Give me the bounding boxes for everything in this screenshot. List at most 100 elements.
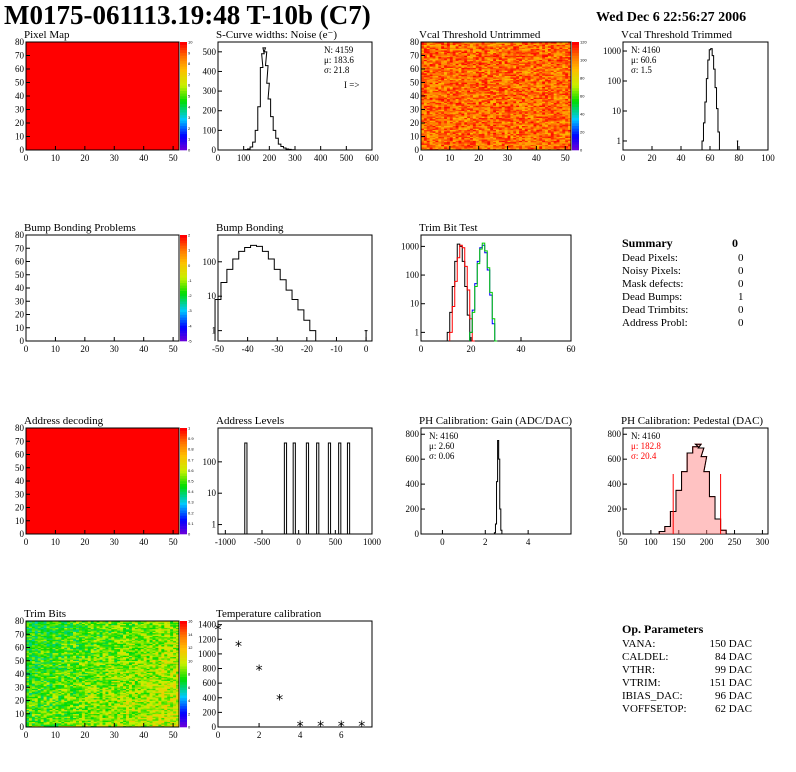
op-param-value: 62 DAC — [715, 703, 752, 715]
x-tick-label: 300 — [288, 153, 302, 163]
palette-tick-label: -2 — [188, 293, 192, 298]
palette-tick-label: 7 — [188, 72, 191, 77]
summary-value: 0 — [738, 317, 744, 329]
y-tick-label: 800 — [608, 429, 622, 439]
y-tick-label: 30 — [15, 105, 25, 115]
palette-bar: 0 0.1 0.2 0.3 0.4 0.5 0.6 0.7 0.8 0.9 1 — [180, 426, 194, 537]
y-tick-label: 600 — [406, 454, 420, 464]
stats-text: μ: 183.6 — [324, 55, 354, 65]
summary-panel: Summary 0 Dead Pixels: 0 Noisy Pixels: 0 Mas… — [620, 236, 750, 336]
palette-tick-label: 4 — [188, 698, 191, 703]
y-tick-label: 200 — [406, 504, 420, 514]
plot-frame — [217, 234, 373, 342]
y-tick-label: 30 — [15, 296, 25, 306]
palette-tick-label: 1 — [188, 248, 191, 253]
x-tick-label: 50 — [169, 344, 179, 354]
summary-total: 0 — [732, 236, 738, 250]
y-tick-label: 40 — [15, 476, 25, 486]
y-tick-label: 60 — [15, 643, 25, 653]
y-tick-label: 100 — [608, 76, 622, 86]
page-date: Wed Dec 6 22:56:27 2006 — [596, 10, 747, 25]
address-peak — [244, 442, 248, 534]
chart-title: Vcal Threshold Untrimmed — [419, 29, 541, 41]
y-tick-label: 0 — [20, 145, 25, 155]
y-tick-label: 1400 — [198, 620, 217, 630]
chart-title: Temperature calibration — [216, 608, 322, 620]
chart-ph-gain: PH Calibration: Gain (ADC/DAC) 0 2 4 0 200 400… — [406, 415, 573, 547]
palette-tick-label: 4 — [188, 104, 191, 109]
plot-frame — [622, 41, 769, 151]
note-text: I => — [344, 80, 359, 90]
y-tick-label: 1 — [617, 136, 622, 146]
y-tick-label: 10 — [15, 323, 25, 333]
x-tick-label: 150 — [672, 537, 686, 547]
x-tick-label: 0 — [440, 537, 445, 547]
x-tick-label: 40 — [677, 153, 687, 163]
palette-tick-label: 0 — [580, 148, 583, 153]
palette-tick-label: -5 — [188, 339, 192, 344]
y-tick-label: 400 — [406, 479, 420, 489]
address-peak — [316, 442, 320, 534]
y-tick-label: 400 — [203, 693, 217, 703]
heatmap-fill — [26, 42, 179, 150]
palette-tick-label: 0.9 — [188, 436, 194, 441]
x-tick-label: 0 — [216, 730, 221, 740]
y-tick-label: 1000 — [401, 241, 420, 251]
stats-text: μ: 60.6 — [631, 55, 657, 65]
palette-tick-label: 0.2 — [188, 510, 194, 515]
y-tick-label: 100 — [203, 125, 217, 135]
y-tick-label: 200 — [203, 707, 217, 717]
x-tick-label: 50 — [619, 537, 629, 547]
x-tick-label: -20 — [301, 344, 313, 354]
palette-tick-label: 0.4 — [188, 489, 194, 494]
chart-title: Trim Bit Test — [419, 222, 478, 234]
y-tick-label: 10 — [15, 709, 25, 719]
summary-value: 0 — [738, 304, 744, 316]
heatmap-cells — [26, 42, 179, 150]
x-tick-label: -10 — [330, 344, 342, 354]
y-tick-label: 70 — [15, 436, 25, 446]
y-tick-label: 10 — [410, 132, 420, 142]
y-tick-label: 1 — [212, 520, 217, 530]
chart-address-levels: Address Levels -1000 -500 0 500 1000 1 10 100 — [203, 415, 382, 547]
x-tick-label: 250 — [728, 537, 742, 547]
y-tick-label: 800 — [203, 664, 217, 674]
chart-title: Address decoding — [24, 415, 104, 427]
summary-label: Dead Trimbits: — [622, 304, 689, 316]
x-tick-label: 200 — [263, 153, 277, 163]
y-tick-label: 50 — [15, 270, 25, 280]
stats-text: μ: 2.60 — [429, 441, 455, 451]
palette-tick-label: 0.6 — [188, 468, 194, 473]
x-tick-label: 0 — [296, 537, 301, 547]
x-tick-label: 600 — [365, 153, 379, 163]
x-tick-label: 10 — [51, 537, 61, 547]
palette-tick-label: 0.7 — [188, 457, 194, 462]
x-tick-label: 500 — [340, 153, 354, 163]
heatmap-cells — [26, 428, 179, 534]
x-tick-label: 40 — [517, 344, 527, 354]
series-line — [449, 244, 475, 342]
x-tick-label: 500 — [329, 537, 343, 547]
palette-tick-label: 9 — [188, 50, 191, 55]
x-tick-label: 10 — [445, 153, 455, 163]
y-tick-label: 60 — [15, 450, 25, 460]
y-tick-label: 0 — [415, 145, 420, 155]
address-peak — [292, 442, 296, 534]
y-tick-label: 30 — [15, 489, 25, 499]
palette-tick-label: 100 — [580, 58, 587, 63]
y-tick-label: 10 — [207, 291, 217, 301]
y-tick-label: 1000 — [603, 46, 622, 56]
page-title: M0175-061113.19:48 T-10b (C7) — [4, 0, 371, 30]
palette-tick-label: 0 — [188, 148, 191, 153]
x-tick-label: 20 — [80, 344, 90, 354]
chart-title: Pixel Map — [24, 29, 70, 41]
palette-tick-label: 6 — [188, 83, 191, 88]
histogram-line — [242, 47, 297, 151]
chart-bump-bonding: Bump Bonding -50 -40 -30 -20 -10 0 1 10 100 — [203, 222, 373, 354]
x-tick-label: -40 — [242, 344, 254, 354]
y-tick-label: 0 — [212, 722, 217, 732]
chart-trim-bit-test: Trim Bit Test 0 20 40 60 1 10 100 1000 — [401, 222, 576, 354]
stats-text: μ: 182.8 — [631, 441, 661, 451]
chart-title: Bump Bonding Problems — [24, 222, 136, 234]
